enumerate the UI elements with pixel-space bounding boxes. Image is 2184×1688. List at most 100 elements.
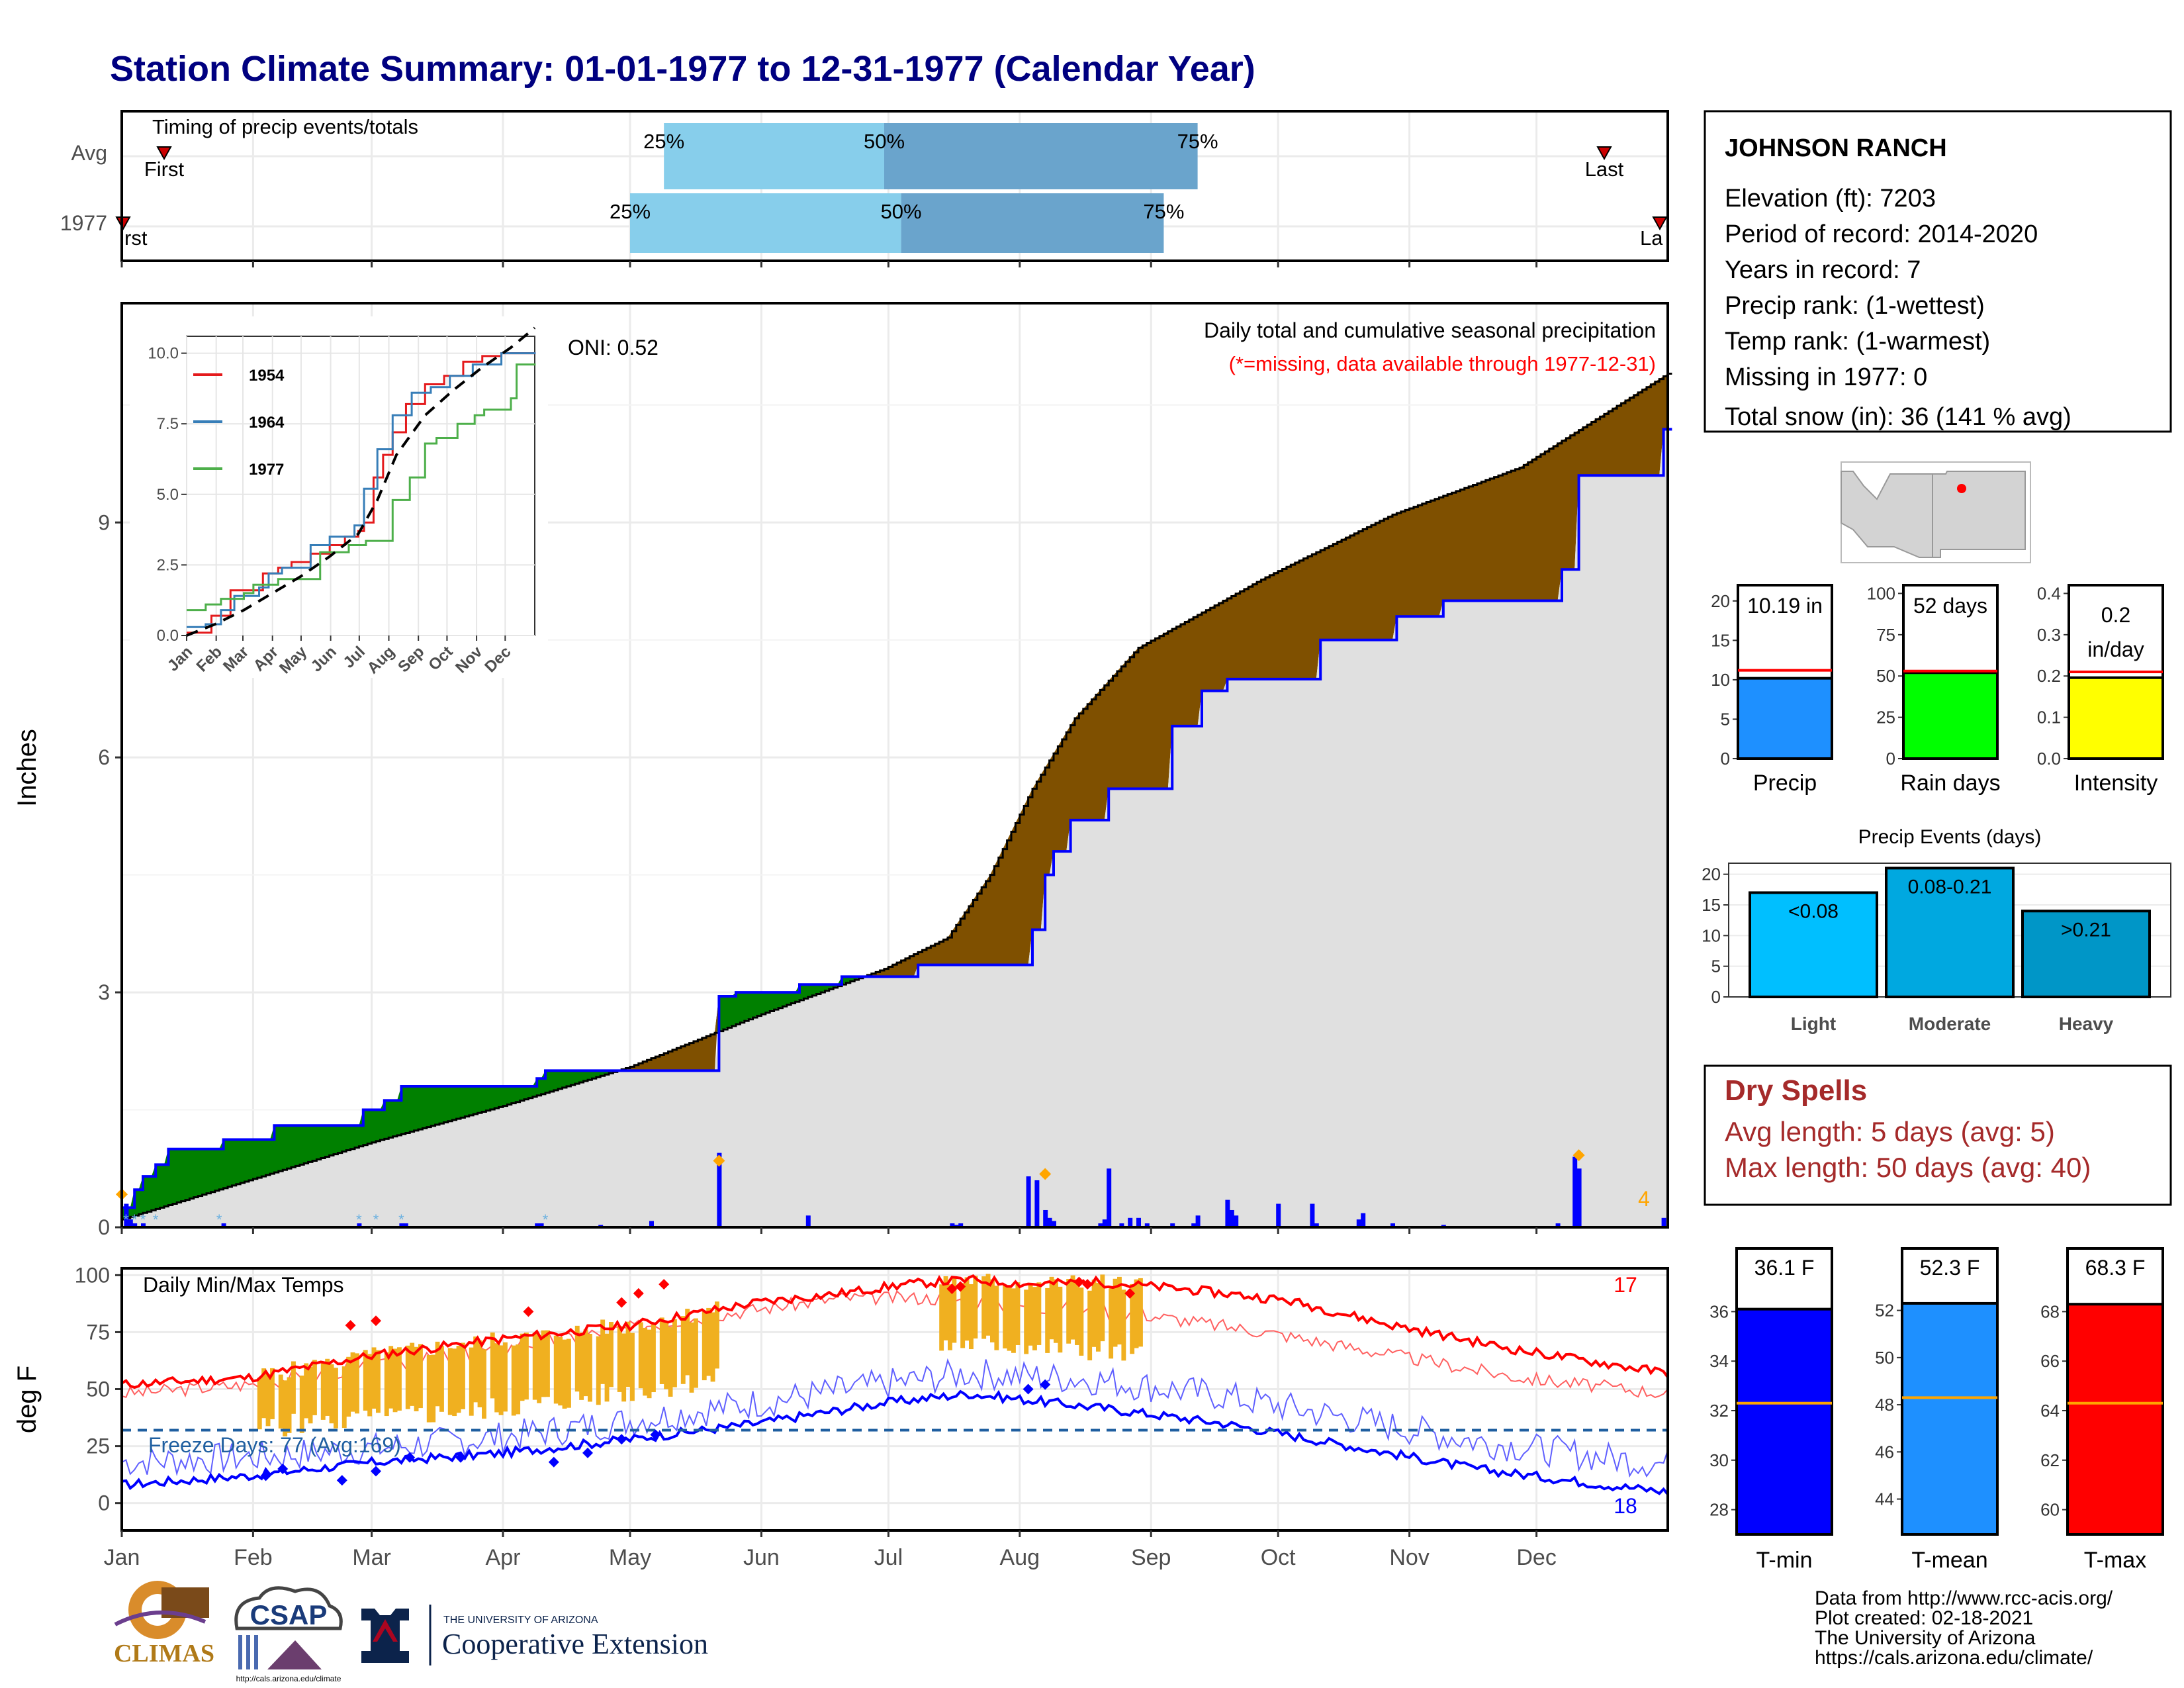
above-normal-bar bbox=[1024, 1289, 1029, 1354]
above-normal-bar bbox=[341, 1366, 347, 1429]
above-normal-bar bbox=[537, 1335, 542, 1403]
record-high-marker bbox=[1082, 1279, 1093, 1290]
temp-bar-t-mean: 44 46 48 50 52 52.3 F T-mean bbox=[1875, 1247, 1999, 1573]
above-normal-bar bbox=[447, 1348, 453, 1415]
gain-area bbox=[122, 373, 1668, 1220]
above-normal-bar bbox=[715, 1301, 719, 1369]
temp-bar-value-label: 52.3 F bbox=[1920, 1256, 1980, 1280]
station-name: JOHNSON RANCH bbox=[1725, 134, 1947, 162]
above-normal-bar bbox=[376, 1350, 381, 1413]
inset-average-line bbox=[186, 326, 536, 637]
above-normal-bar bbox=[694, 1318, 698, 1388]
locator-map bbox=[1841, 461, 2031, 563]
above-normal-bar bbox=[689, 1322, 694, 1393]
above-normal-bar bbox=[1134, 1279, 1139, 1348]
above-normal-bar bbox=[490, 1332, 495, 1399]
above-normal-bar bbox=[638, 1322, 643, 1389]
temp-bar-category-label: T-max bbox=[2084, 1548, 2146, 1573]
above-normal-bar bbox=[651, 1324, 656, 1393]
temp-y-tick: 0 bbox=[98, 1491, 110, 1515]
inset-y-tick: 10.0 bbox=[148, 345, 179, 363]
above-normal-bar bbox=[265, 1374, 271, 1427]
above-normal-bar bbox=[706, 1307, 711, 1376]
summary-y-tick: 20 bbox=[1711, 591, 1730, 611]
cumulative-1977-line bbox=[122, 428, 1672, 1209]
inset-line-1954 bbox=[187, 352, 536, 634]
above-normal-bar bbox=[257, 1378, 262, 1430]
above-normal-bar bbox=[350, 1352, 355, 1412]
above-normal-bar bbox=[668, 1327, 673, 1397]
inset-legend-label-1977: 1977 bbox=[249, 461, 284, 479]
summary-y-tick: 0.2 bbox=[2037, 666, 2061, 686]
above-normal-bar bbox=[1100, 1274, 1105, 1342]
month-label: Feb bbox=[234, 1545, 273, 1570]
hot-count: 17 bbox=[1614, 1273, 1637, 1297]
above-normal-bar bbox=[596, 1336, 601, 1405]
temp-y-label: deg F bbox=[13, 1366, 42, 1433]
summary-bar-fill bbox=[2068, 676, 2164, 761]
above-normal-bar bbox=[664, 1321, 669, 1389]
credit-line-3: The University of Arizona bbox=[1815, 1627, 2036, 1649]
above-normal-bar bbox=[392, 1348, 398, 1413]
above-normal-bar bbox=[456, 1346, 461, 1413]
above-normal-bar bbox=[609, 1322, 614, 1387]
temp-panel: Daily Min/Max Temps Freeze Days: 77 (Avg… bbox=[13, 261, 1669, 1570]
above-normal-bar bbox=[710, 1312, 715, 1382]
temp-bar-y-tick: 34 bbox=[1709, 1351, 1729, 1371]
daily-bar bbox=[1052, 1221, 1056, 1227]
dry-spells-max: Max length: 50 days (avg: 40) bbox=[1725, 1152, 2091, 1183]
record-low-marker bbox=[455, 1452, 466, 1463]
above-normal-bar bbox=[1091, 1280, 1097, 1347]
above-normal-bar bbox=[600, 1319, 606, 1384]
above-normal-bar bbox=[1070, 1275, 1075, 1340]
summary-y-tick: 25 bbox=[1876, 708, 1895, 727]
above-normal-bar bbox=[685, 1309, 690, 1376]
daily-bar bbox=[124, 1203, 129, 1227]
month-label: Sep bbox=[1131, 1545, 1171, 1570]
precip-panel: * * * * * * * * * Daily total and cumulative sea… bbox=[13, 302, 1672, 1239]
record-high-marker bbox=[946, 1283, 958, 1294]
precip-y-tick: 3 bbox=[98, 980, 110, 1004]
record-high-marker bbox=[659, 1279, 670, 1290]
above-normal-bar bbox=[520, 1333, 525, 1401]
events-bar-label: <0.08 bbox=[1788, 900, 1839, 922]
above-normal-bar bbox=[990, 1279, 995, 1342]
daily-bar bbox=[1107, 1168, 1112, 1227]
daily-bar bbox=[1225, 1199, 1230, 1227]
above-normal-bar bbox=[1015, 1282, 1021, 1345]
above-normal-bar bbox=[414, 1346, 419, 1412]
temp-bar-fill bbox=[1735, 1307, 1833, 1536]
daily-bar bbox=[357, 1223, 362, 1227]
daily-bar bbox=[1170, 1223, 1175, 1227]
daily-bar bbox=[403, 1223, 408, 1227]
freeze-days-label: Freeze Days: 77 (Avg:169) bbox=[148, 1433, 401, 1457]
summary-y-tick: 0.4 bbox=[2037, 583, 2061, 603]
year-pct-75: 75% bbox=[1143, 200, 1184, 223]
loss-area bbox=[122, 373, 1668, 1208]
year-pct-50: 50% bbox=[881, 200, 922, 223]
above-normal-bar bbox=[388, 1346, 394, 1409]
record-low-marker bbox=[404, 1452, 416, 1463]
temp-bar-y-tick: 66 bbox=[2040, 1351, 2060, 1371]
temp-bar-value-label: 36.1 F bbox=[1754, 1256, 1815, 1280]
above-normal-bar bbox=[1109, 1288, 1114, 1359]
above-normal-bar bbox=[1113, 1278, 1118, 1347]
precip-y-tick: 0 bbox=[98, 1215, 110, 1239]
tmin-1977-line bbox=[121, 1389, 1669, 1495]
record-low-marker bbox=[1040, 1379, 1051, 1390]
missing-marker: * bbox=[132, 1211, 138, 1228]
summary-y-tick: 0.3 bbox=[2037, 625, 2061, 645]
above-normal-bar bbox=[1075, 1279, 1079, 1345]
summary-bar-fill bbox=[1737, 677, 1833, 760]
above-normal-bar bbox=[1138, 1278, 1143, 1347]
csap-url: http://cals.arizona.edu/climate bbox=[236, 1674, 341, 1683]
csap-logo: CSAP http://cals.arizona.edu/climate bbox=[234, 1586, 343, 1683]
above-normal-bars bbox=[257, 1274, 1143, 1436]
precip-y-tick: 9 bbox=[98, 510, 110, 534]
year-q25-bar bbox=[630, 193, 901, 253]
events-y-tick: 10 bbox=[1702, 925, 1721, 945]
station-line-period: Period of record: 2014-2020 bbox=[1725, 220, 2038, 248]
above-normal-bar bbox=[574, 1325, 580, 1392]
above-normal-bar bbox=[647, 1329, 652, 1399]
